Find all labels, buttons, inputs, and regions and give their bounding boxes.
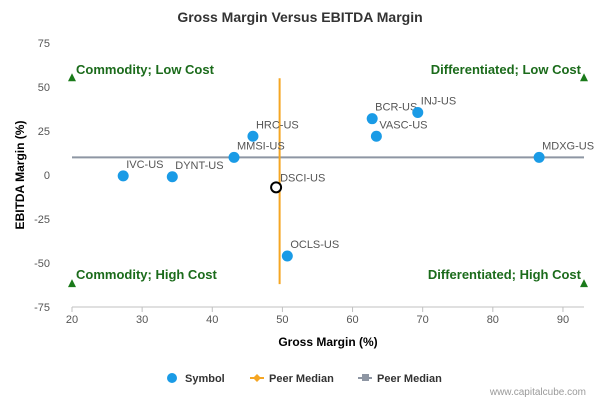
data-point-label: BCR-US bbox=[375, 102, 417, 114]
x-tick-label: 20 bbox=[66, 314, 78, 326]
y-axis-label: EBITDA Margin (%) bbox=[13, 121, 27, 230]
data-point-label: IVC-US bbox=[126, 159, 163, 171]
legend-label: Peer Median bbox=[377, 373, 442, 385]
x-tick-label: 70 bbox=[417, 314, 429, 326]
quadrant-marker-triangle bbox=[580, 279, 588, 288]
y-tick-label: 0 bbox=[44, 170, 50, 182]
data-point bbox=[281, 250, 293, 262]
quadrant-label-bottom-right: Differentiated; High Cost bbox=[428, 267, 582, 282]
x-tick-label: 30 bbox=[136, 314, 148, 326]
data-point bbox=[533, 151, 545, 163]
data-point bbox=[370, 130, 382, 142]
data-point bbox=[117, 170, 129, 182]
plot-area: 20 30 40 50 60 70 80 90 75 50 25 0 -25 -50 -75 bbox=[34, 38, 584, 326]
data-points: IVC-US DYNT-US MMSI-US HRC-US BCR-US INJ-US VA… bbox=[117, 96, 594, 262]
quadrant-marker-triangle bbox=[68, 279, 76, 288]
data-point bbox=[166, 171, 178, 183]
data-point-label: MMSI-US bbox=[237, 140, 285, 152]
legend-median-marker-orange bbox=[253, 374, 261, 382]
data-point-label: OCLS-US bbox=[290, 239, 339, 251]
x-tick-label: 80 bbox=[487, 314, 499, 326]
x-tick-label: 50 bbox=[276, 314, 288, 326]
highlight-point bbox=[270, 181, 283, 194]
x-tick-label: 40 bbox=[206, 314, 218, 326]
quadrant-label-top-left: Commodity; Low Cost bbox=[76, 62, 215, 77]
legend-symbol-dot bbox=[167, 373, 177, 383]
peer-median-lines bbox=[72, 78, 584, 285]
data-point-label: MDXG-US bbox=[542, 140, 594, 152]
data-point-label: DYNT-US bbox=[175, 160, 223, 172]
y-tick-label: 25 bbox=[38, 126, 50, 138]
watermark: www.capitalcube.com bbox=[489, 387, 586, 398]
quadrant-marker-triangle bbox=[580, 73, 588, 82]
data-point bbox=[247, 130, 259, 142]
x-tick-label: 60 bbox=[346, 314, 358, 326]
quadrant-labels: Commodity; Low Cost Differentiated; Low C… bbox=[68, 62, 588, 288]
legend: Symbol Peer Median Peer Median bbox=[167, 373, 442, 385]
quadrant-marker-triangle bbox=[68, 73, 76, 82]
quadrant-label-bottom-left: Commodity; High Cost bbox=[76, 267, 217, 282]
y-tick-label: -75 bbox=[34, 302, 50, 314]
data-point-label: VASC-US bbox=[379, 119, 427, 131]
chart-title: Gross Margin Versus EBITDA Margin bbox=[177, 9, 422, 25]
highlight-point-label: DSCI-US bbox=[280, 172, 325, 184]
data-point-label: HRC-US bbox=[256, 119, 299, 131]
y-tick-label: -50 bbox=[34, 258, 50, 270]
y-tick-label: -25 bbox=[34, 214, 50, 226]
x-tick-label: 90 bbox=[557, 314, 569, 326]
y-tick-label: 50 bbox=[38, 82, 50, 94]
data-point bbox=[366, 113, 378, 125]
x-axis-label: Gross Margin (%) bbox=[278, 335, 377, 349]
data-point bbox=[228, 151, 240, 163]
data-point bbox=[412, 107, 424, 119]
legend-label: Peer Median bbox=[269, 373, 334, 385]
legend-median-marker-gray bbox=[362, 374, 369, 381]
data-point-label: INJ-US bbox=[421, 96, 456, 108]
quadrant-label-top-right: Differentiated; Low Cost bbox=[431, 62, 582, 77]
legend-label: Symbol bbox=[185, 373, 225, 385]
y-tick-label: 75 bbox=[38, 38, 50, 50]
